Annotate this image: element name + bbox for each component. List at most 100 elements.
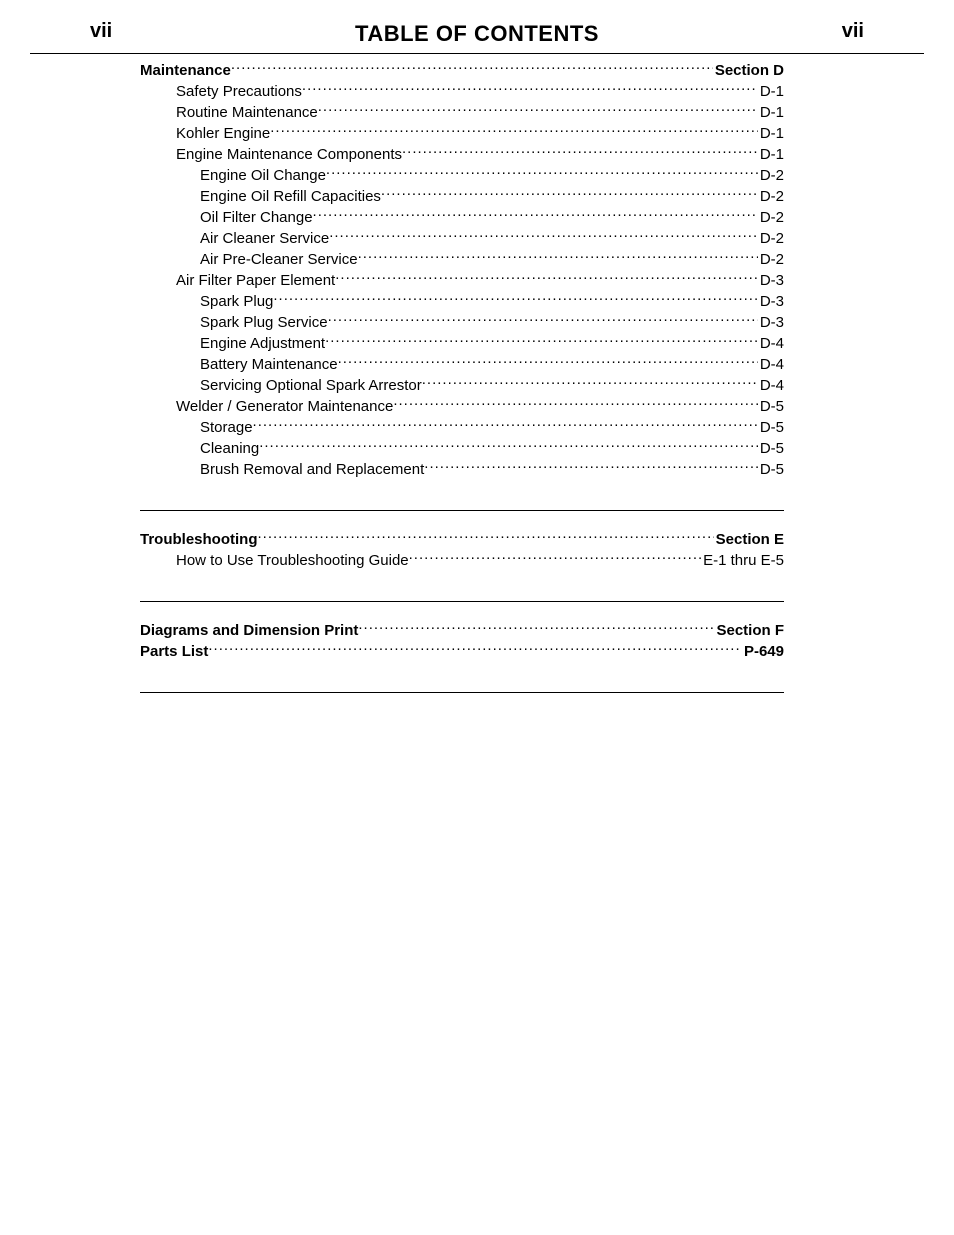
toc-leader-dots xyxy=(381,186,758,201)
toc-section-block: Diagrams and Dimension PrintSection FPar… xyxy=(140,620,784,693)
toc-section-block: Maintenance Section D Safety Precautions D-… xyxy=(140,60,784,511)
toc-row: How to Use Troubleshooting Guide E-1 thru… xyxy=(140,550,784,571)
toc-leader-dots xyxy=(358,620,714,635)
toc-row: Maintenance Section D xyxy=(140,60,784,81)
toc-leader-dots xyxy=(326,165,758,180)
toc-entry-label: Engine Oil Refill Capacities xyxy=(200,186,381,207)
toc-row: Oil Filter ChangeD-2 xyxy=(140,207,784,228)
toc-leader-dots xyxy=(270,123,758,138)
toc-leader-dots xyxy=(231,60,713,75)
page-title: TABLE OF CONTENTS xyxy=(170,21,784,49)
toc-entry-label: Welder / Generator Maintenance xyxy=(176,396,393,417)
toc-row: Brush Removal and ReplacementD-5 xyxy=(140,459,784,480)
toc-row: Air Filter Paper Element D-3 xyxy=(140,270,784,291)
table-of-contents: Maintenance Section D Safety Precautions D-… xyxy=(0,54,954,693)
toc-entry-label: Air Filter Paper Element xyxy=(176,270,335,291)
toc-row: Welder / Generator Maintenance D-5 xyxy=(140,396,784,417)
toc-entry-page: D-3 xyxy=(758,270,784,291)
toc-entry-page: E-1 thru E-5 xyxy=(701,550,784,571)
toc-leader-dots xyxy=(258,529,714,544)
toc-entry-page: Section D xyxy=(713,60,784,81)
toc-row: Spark Plug D-3 xyxy=(140,291,784,312)
toc-leader-dots xyxy=(302,81,758,96)
toc-entry-page: D-2 xyxy=(758,165,784,186)
toc-entry-label: Air Cleaner Service xyxy=(200,228,329,249)
toc-entry-label: Air Pre-Cleaner Service xyxy=(200,249,358,270)
toc-entry-page: D-5 xyxy=(758,396,784,417)
toc-row: Servicing Optional Spark Arrestor D-4 xyxy=(140,375,784,396)
toc-entry-page: D-2 xyxy=(758,228,784,249)
toc-entry-label: Battery Maintenance xyxy=(200,354,338,375)
toc-row: Air Cleaner Service D-2 xyxy=(140,228,784,249)
toc-leader-dots xyxy=(273,291,757,306)
toc-entry-label: Spark Plug Service xyxy=(200,312,328,333)
toc-entry-page: Section F xyxy=(714,620,784,641)
toc-leader-dots xyxy=(338,354,758,369)
toc-leader-dots xyxy=(253,417,758,432)
toc-row: Engine Oil Change D-2 xyxy=(140,165,784,186)
toc-leader-dots xyxy=(325,333,758,348)
toc-entry-label: How to Use Troubleshooting Guide xyxy=(176,550,409,571)
toc-entry-label: Kohler Engine xyxy=(176,123,270,144)
toc-entry-label: Parts List xyxy=(140,641,208,662)
toc-leader-dots xyxy=(259,438,758,453)
toc-entry-label: Troubleshooting xyxy=(140,529,258,550)
toc-row: Spark Plug Service D-3 xyxy=(140,312,784,333)
toc-entry-label: Servicing Optional Spark Arrestor xyxy=(200,375,422,396)
toc-entry-label: Maintenance xyxy=(140,60,231,81)
toc-leader-dots xyxy=(329,228,758,243)
toc-leader-dots xyxy=(424,459,758,474)
toc-leader-dots xyxy=(393,396,757,411)
toc-entry-label: Diagrams and Dimension Print xyxy=(140,620,358,641)
toc-leader-dots xyxy=(358,249,758,264)
toc-row: Cleaning D-5 xyxy=(140,438,784,459)
toc-row: Engine Maintenance Components D-1 xyxy=(140,144,784,165)
toc-leader-dots xyxy=(409,550,701,565)
toc-entry-page: D-4 xyxy=(758,375,784,396)
toc-entry-page: D-4 xyxy=(758,333,784,354)
page-number-right: vii xyxy=(784,20,864,49)
toc-entry-page: D-2 xyxy=(758,249,784,270)
toc-leader-dots xyxy=(318,102,758,117)
toc-row: Air Pre-Cleaner Service D-2 xyxy=(140,249,784,270)
toc-entry-page: D-3 xyxy=(758,312,784,333)
toc-entry-label: Routine Maintenance xyxy=(176,102,318,123)
toc-entry-label: Cleaning xyxy=(200,438,259,459)
toc-entry-label: Spark Plug xyxy=(200,291,273,312)
toc-row: Routine Maintenance D-1 xyxy=(140,102,784,123)
toc-row: Diagrams and Dimension Print Section F xyxy=(140,620,784,641)
toc-row: Troubleshooting Section E xyxy=(140,529,784,550)
header-rule-row: vii TABLE OF CONTENTS vii xyxy=(30,0,924,54)
toc-entry-page: D-4 xyxy=(758,354,784,375)
toc-row: Parts List P-649 xyxy=(140,641,784,662)
toc-row: Battery Maintenance D-4 xyxy=(140,354,784,375)
toc-entry-page: D-2 xyxy=(758,186,784,207)
toc-entry-page: D-5 xyxy=(758,459,784,480)
toc-entry-page: D-1 xyxy=(758,102,784,123)
toc-leader-dots xyxy=(328,312,758,327)
toc-entry-page: D-1 xyxy=(758,123,784,144)
toc-entry-label: Safety Precautions xyxy=(176,81,302,102)
toc-entry-label: Engine Oil Change xyxy=(200,165,326,186)
toc-entry-page: D-3 xyxy=(758,291,784,312)
toc-leader-dots xyxy=(402,144,758,159)
toc-leader-dots xyxy=(335,270,758,285)
toc-entry-page: D-1 xyxy=(758,81,784,102)
toc-row: Engine Adjustment D-4 xyxy=(140,333,784,354)
toc-entry-page: D-5 xyxy=(758,417,784,438)
toc-entry-page: P-649 xyxy=(742,641,784,662)
toc-entry-page: D-5 xyxy=(758,438,784,459)
toc-entry-label: Storage xyxy=(200,417,253,438)
toc-entry-label: Engine Adjustment xyxy=(200,333,325,354)
toc-entry-label: Oil Filter Change xyxy=(200,207,313,228)
toc-row: Kohler Engine D-1 xyxy=(140,123,784,144)
toc-entry-page: D-1 xyxy=(758,144,784,165)
toc-section-block: TroubleshootingSection EHow to Use Troub… xyxy=(140,529,784,602)
toc-leader-dots xyxy=(208,641,742,656)
toc-leader-dots xyxy=(313,207,758,222)
toc-row: Safety Precautions D-1 xyxy=(140,81,784,102)
toc-row: Engine Oil Refill Capacities D-2 xyxy=(140,186,784,207)
page-number-left: vii xyxy=(90,20,170,49)
toc-entry-page: Section E xyxy=(714,529,784,550)
toc-entry-label: Engine Maintenance Components xyxy=(176,144,402,165)
